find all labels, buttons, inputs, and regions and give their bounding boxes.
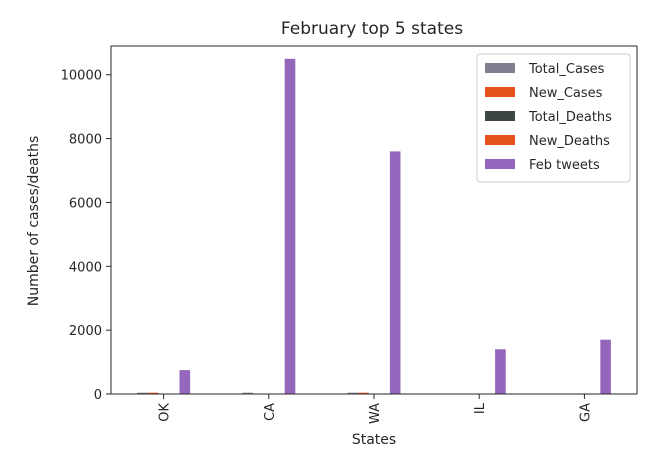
x-tick-label-wa: WA <box>368 403 383 424</box>
legend-swatch-total-deaths <box>485 111 515 121</box>
legend-label-total-cases: Total_Cases <box>528 62 605 77</box>
y-axis-label: Number of cases/deaths <box>26 136 42 307</box>
y-tick-label: 0 <box>94 388 102 403</box>
chart-title: February top 5 states <box>281 19 463 39</box>
bar-total-cases-ok <box>137 392 148 394</box>
y-tick-label: 4000 <box>69 260 102 275</box>
x-tick-label-il: IL <box>473 402 488 414</box>
bar-total-cases-wa <box>347 392 359 394</box>
legend-label-new-cases: New_Cases <box>529 86 603 101</box>
y-tick-label: 10000 <box>61 69 102 84</box>
y-tick-label: 6000 <box>69 196 102 211</box>
legend-swatch-feb-tweets <box>485 159 515 169</box>
legend-label-total-deaths: Total_Deaths <box>528 110 612 125</box>
legend-box <box>476 53 631 183</box>
legend-label-feb-tweets: Feb tweets <box>529 158 600 173</box>
legend-swatch-total-cases <box>485 63 515 73</box>
bar-feb-tweets-ga <box>600 339 611 394</box>
bar-feb-tweets-il <box>495 349 506 394</box>
legend: Total_Cases New_Cases Total_Deaths New_Deat… <box>476 53 631 183</box>
x-tick-label-ok: OK <box>158 403 173 422</box>
legend-label-new-deaths: New_Deaths <box>529 134 610 149</box>
bars-layer <box>137 58 611 395</box>
bar-new-cases-wa <box>358 392 369 394</box>
x-tick-label-ca: CA <box>263 403 278 421</box>
bar-feb-tweets-ca <box>284 58 296 395</box>
bar-feb-tweets-wa <box>389 151 401 394</box>
y-tick-label: 8000 <box>69 133 102 148</box>
legend-swatch-new-cases <box>485 87 515 97</box>
legend-swatch-new-deaths <box>485 135 515 145</box>
bar-new-cases-ok <box>147 392 159 394</box>
x-axis-label: States <box>352 432 396 448</box>
axes-layer: 0 2000 4000 6000 8000 10000 OK CA WA IL GA <box>61 45 638 424</box>
x-tick-label-ga: GA <box>578 403 593 422</box>
bar-feb-tweets-ok <box>179 370 191 394</box>
y-tick-label: 2000 <box>69 324 102 339</box>
bar-total-cases-ca <box>242 392 253 394</box>
